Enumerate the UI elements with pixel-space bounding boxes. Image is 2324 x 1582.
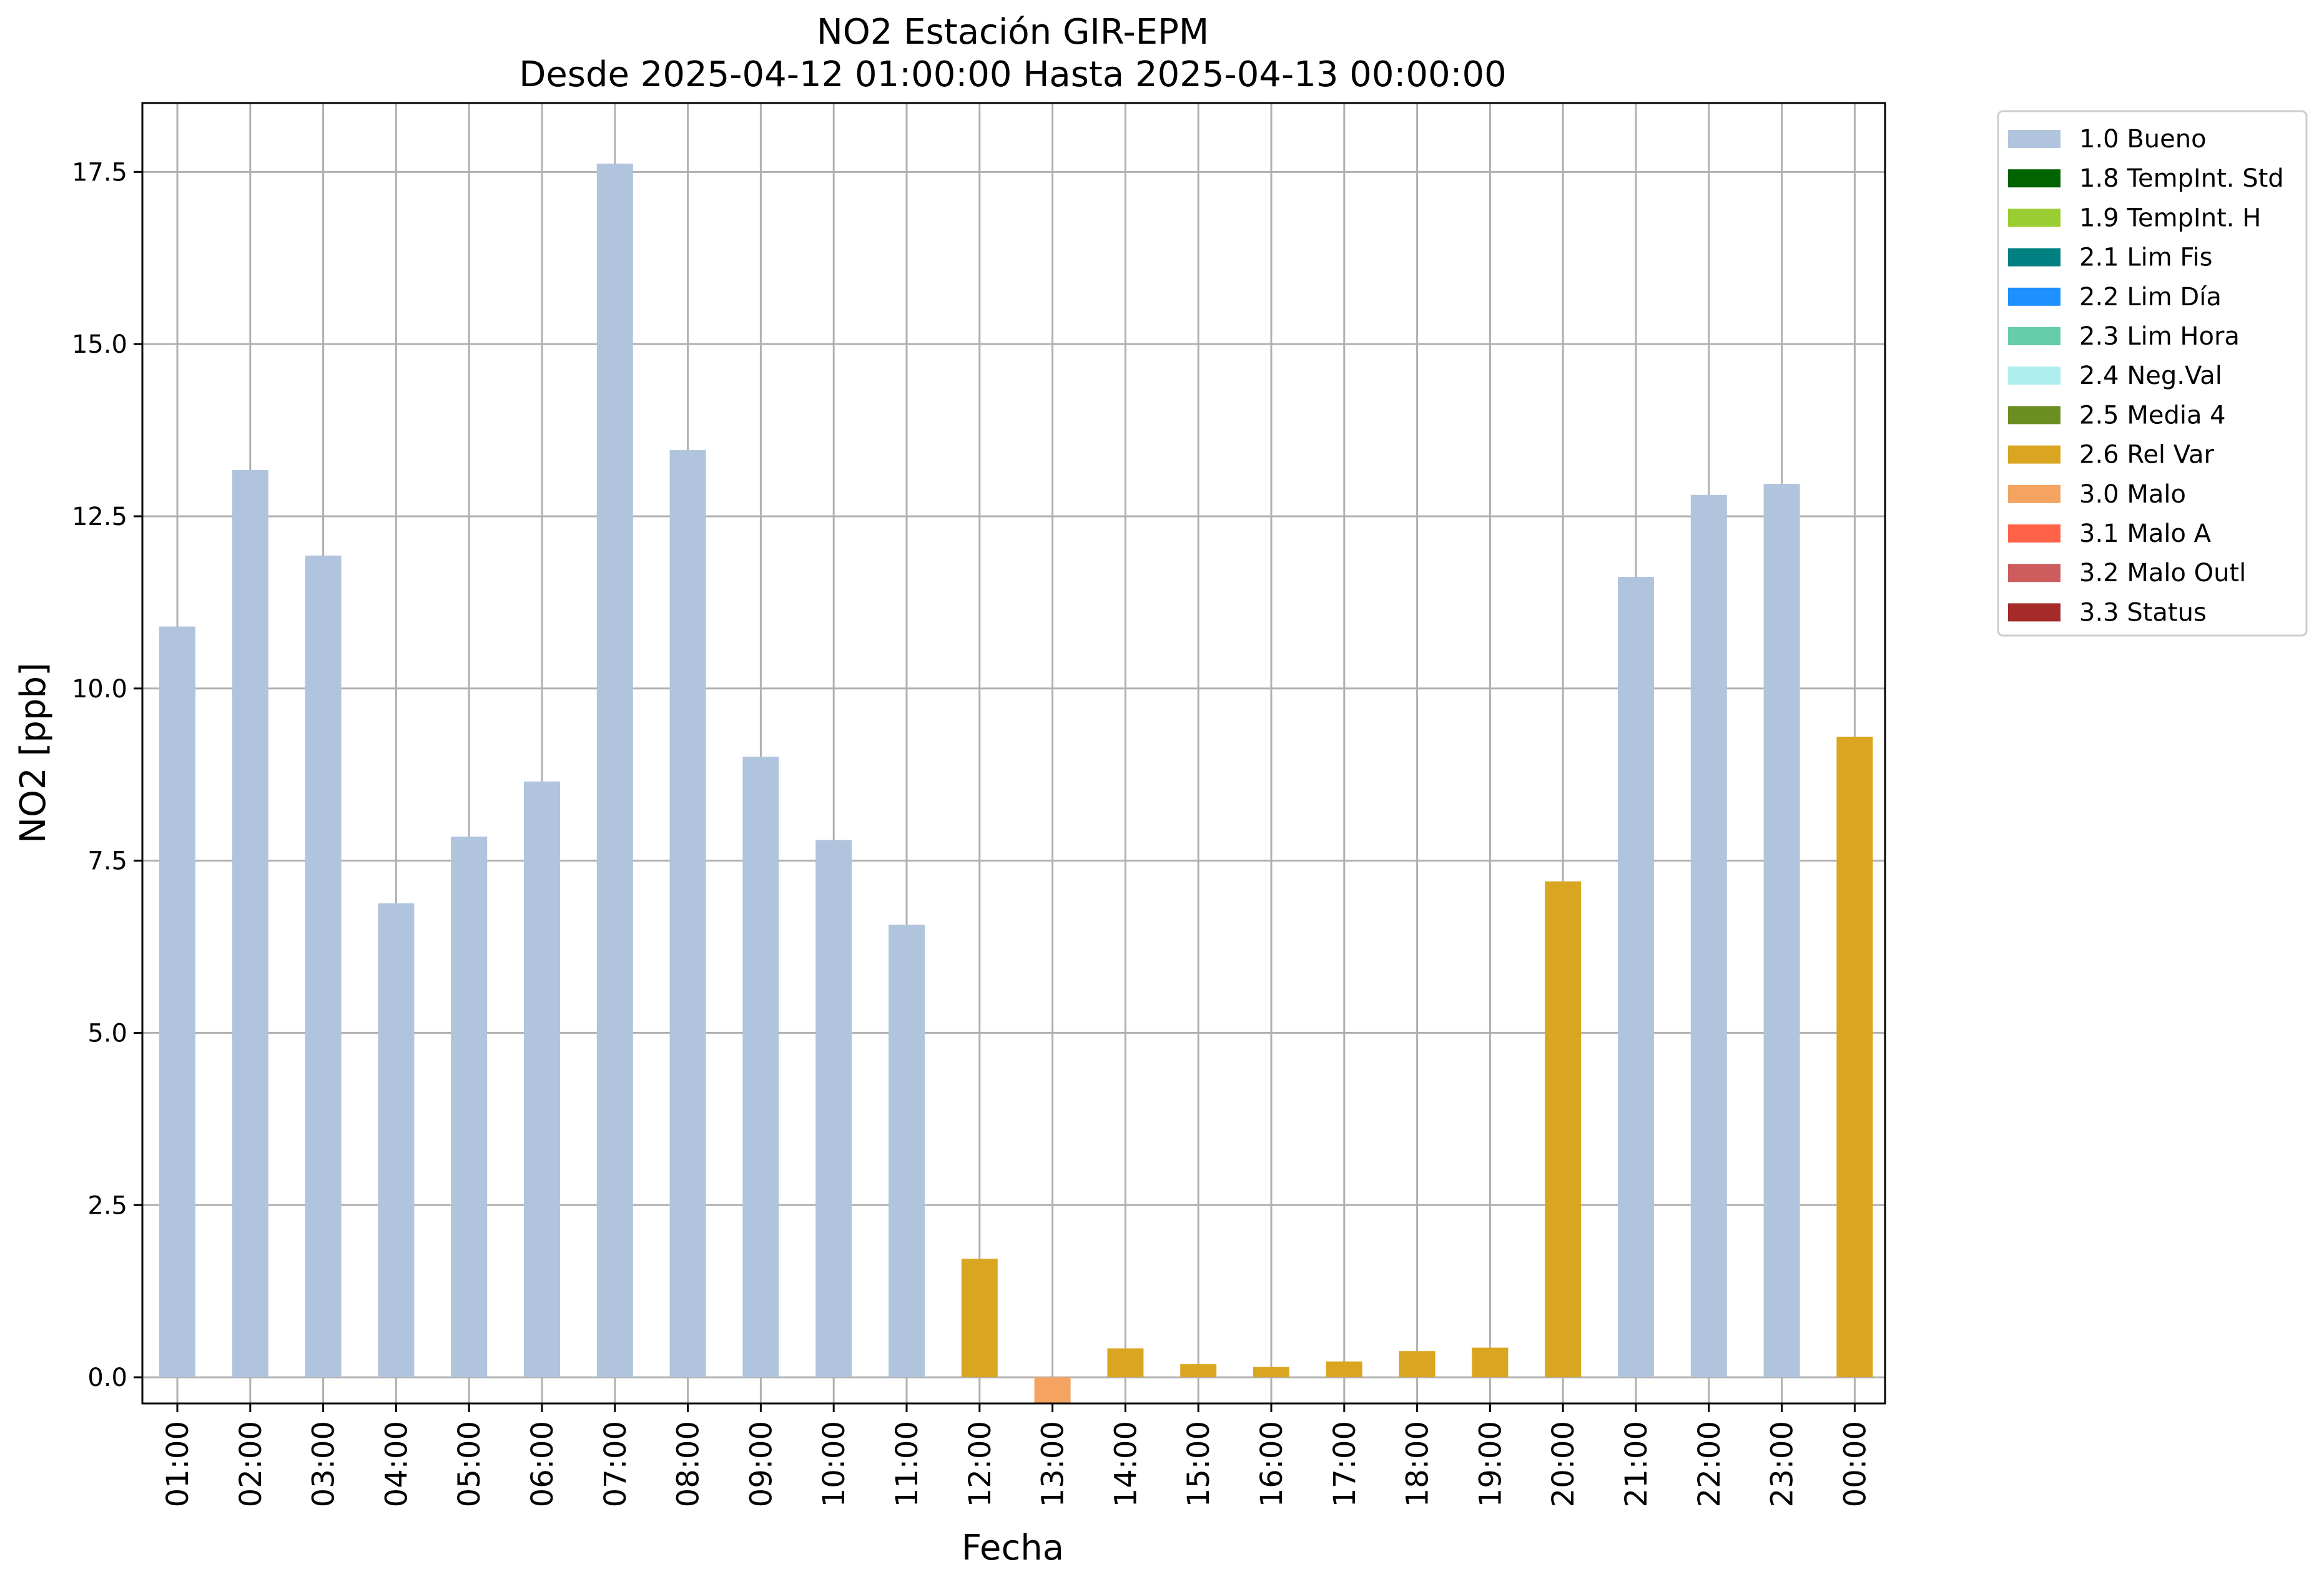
x-tick-label: 19:00: [1473, 1421, 1508, 1507]
legend-label: 3.2 Malo Outl: [2079, 559, 2246, 587]
y-tick-label: 10.0: [72, 675, 127, 704]
x-tick-label: 08:00: [671, 1421, 706, 1507]
bar-2100: [1618, 577, 1654, 1378]
bar-1800: [1399, 1351, 1435, 1378]
legend-label: 2.1 Lim Fis: [2079, 243, 2212, 272]
legend-swatch: [2008, 366, 2061, 385]
x-tick-label: 01:00: [160, 1421, 195, 1507]
chart-title: NO2 Estación GIR-EPM: [817, 12, 1209, 52]
legend-swatch: [2008, 209, 2061, 227]
x-tick-label: 06:00: [525, 1421, 560, 1507]
bar-0000: [1836, 737, 1873, 1378]
bars: [159, 164, 1873, 1403]
legend-swatch: [2008, 603, 2061, 622]
y-tick-label: 0.0: [87, 1363, 127, 1392]
bar-0700: [596, 164, 633, 1378]
bar-0800: [669, 450, 706, 1378]
legend-label: 3.3 Status: [2079, 598, 2207, 627]
x-axis-label: Fecha: [962, 1528, 1064, 1568]
legend-swatch: [2008, 445, 2061, 464]
plot-frame: [141, 102, 1886, 1405]
legend-swatch: [2008, 287, 2061, 306]
legend-swatch: [2008, 564, 2061, 582]
x-tick-label: 07:00: [598, 1421, 633, 1507]
x-tick-label: 13:00: [1036, 1421, 1071, 1507]
legend-label: 2.2 Lim Día: [2079, 283, 2222, 312]
y-tick-label: 2.5: [87, 1191, 127, 1220]
legend-swatch: [2008, 130, 2061, 148]
legend-label: 3.1 Malo A: [2079, 519, 2212, 548]
y-tick-label: 12.5: [72, 503, 127, 531]
x-tick-label: 20:00: [1546, 1421, 1581, 1507]
legend-swatch: [2008, 248, 2061, 267]
bar-0300: [305, 555, 342, 1378]
bar-1200: [961, 1259, 998, 1378]
x-tick-label: 17:00: [1327, 1421, 1362, 1507]
x-tick-label: 02:00: [234, 1421, 268, 1507]
x-tick-label: 03:00: [307, 1421, 342, 1507]
y-tick-label: 5.0: [87, 1019, 127, 1048]
x-tick-label: 04:00: [379, 1421, 414, 1507]
legend-swatch: [2008, 406, 2061, 425]
bar-1600: [1253, 1367, 1289, 1378]
bar-1100: [889, 925, 925, 1378]
legend-swatch: [2008, 327, 2061, 345]
legend-label: 1.8 TempInt. Std: [2079, 164, 2284, 193]
legend-label: 2.3 Lim Hora: [2079, 322, 2240, 351]
bar-1300: [1034, 1377, 1071, 1403]
legend-swatch: [2008, 169, 2061, 188]
bar-0900: [742, 757, 779, 1378]
y-tick-label: 15.0: [72, 330, 127, 359]
x-tick-label: 23:00: [1765, 1421, 1800, 1507]
bar-0100: [159, 626, 195, 1378]
bar-0400: [378, 903, 415, 1378]
legend-label: 1.9 TempInt. H: [2079, 204, 2261, 232]
x-tick-label: 22:00: [1692, 1421, 1727, 1507]
legend-swatch: [2008, 524, 2061, 543]
bar-1900: [1472, 1347, 1509, 1378]
bar-1700: [1326, 1361, 1362, 1378]
legend-label: 2.6 Rel Var: [2079, 441, 2215, 469]
x-tick-label: 14:00: [1108, 1421, 1143, 1507]
bar-1000: [815, 840, 852, 1378]
legend: 1.0 Bueno 1.8 TempInt. Std 1.9 TempInt. H 2…: [1997, 110, 2308, 637]
legend-label: 3.0 Malo: [2079, 480, 2186, 509]
bar-2300: [1763, 484, 1800, 1378]
x-tick-label: 21:00: [1619, 1421, 1654, 1507]
y-axis-label: NO2 [ppb]: [13, 662, 54, 843]
legend-label: 2.5 Media 4: [2079, 401, 2226, 430]
x-tick-label: 00:00: [1838, 1421, 1873, 1507]
legend-frame: [1997, 110, 2308, 637]
x-tick-label: 10:00: [817, 1421, 852, 1507]
legend-label: 2.4 Neg.Val: [2079, 361, 2222, 390]
x-tick-label: 11:00: [890, 1421, 925, 1507]
y-axis-ticks: 0.0 2.5 5.0 7.5 10.0 12.5 15.0 17.5: [72, 158, 142, 1392]
chart-subtitle: Desde 2025-04-12 01:00:00 Hasta 2025-04-…: [519, 54, 1507, 95]
x-tick-label: 18:00: [1401, 1421, 1435, 1507]
x-tick-label: 12:00: [963, 1421, 998, 1507]
bar-2000: [1545, 881, 1582, 1378]
bar-0600: [524, 781, 560, 1378]
x-tick-label: 15:00: [1181, 1421, 1216, 1507]
y-tick-label: 17.5: [72, 158, 127, 187]
bar-0500: [451, 836, 488, 1378]
x-tick-label: 16:00: [1254, 1421, 1289, 1507]
bar-2200: [1690, 494, 1727, 1378]
x-tick-label: 05:00: [452, 1421, 487, 1507]
bar-1500: [1180, 1364, 1217, 1378]
x-axis-ticks: 01:00 02:00 03:00 04:00 05:00 06:00 07:00 08:00…: [160, 1403, 1873, 1507]
legend-swatch: [2008, 484, 2061, 503]
bar-1400: [1107, 1348, 1144, 1378]
bar-0200: [232, 470, 268, 1378]
legend-label: 1.0 Bueno: [2079, 125, 2207, 154]
y-tick-label: 7.5: [87, 847, 127, 876]
x-tick-label: 09:00: [744, 1421, 779, 1507]
